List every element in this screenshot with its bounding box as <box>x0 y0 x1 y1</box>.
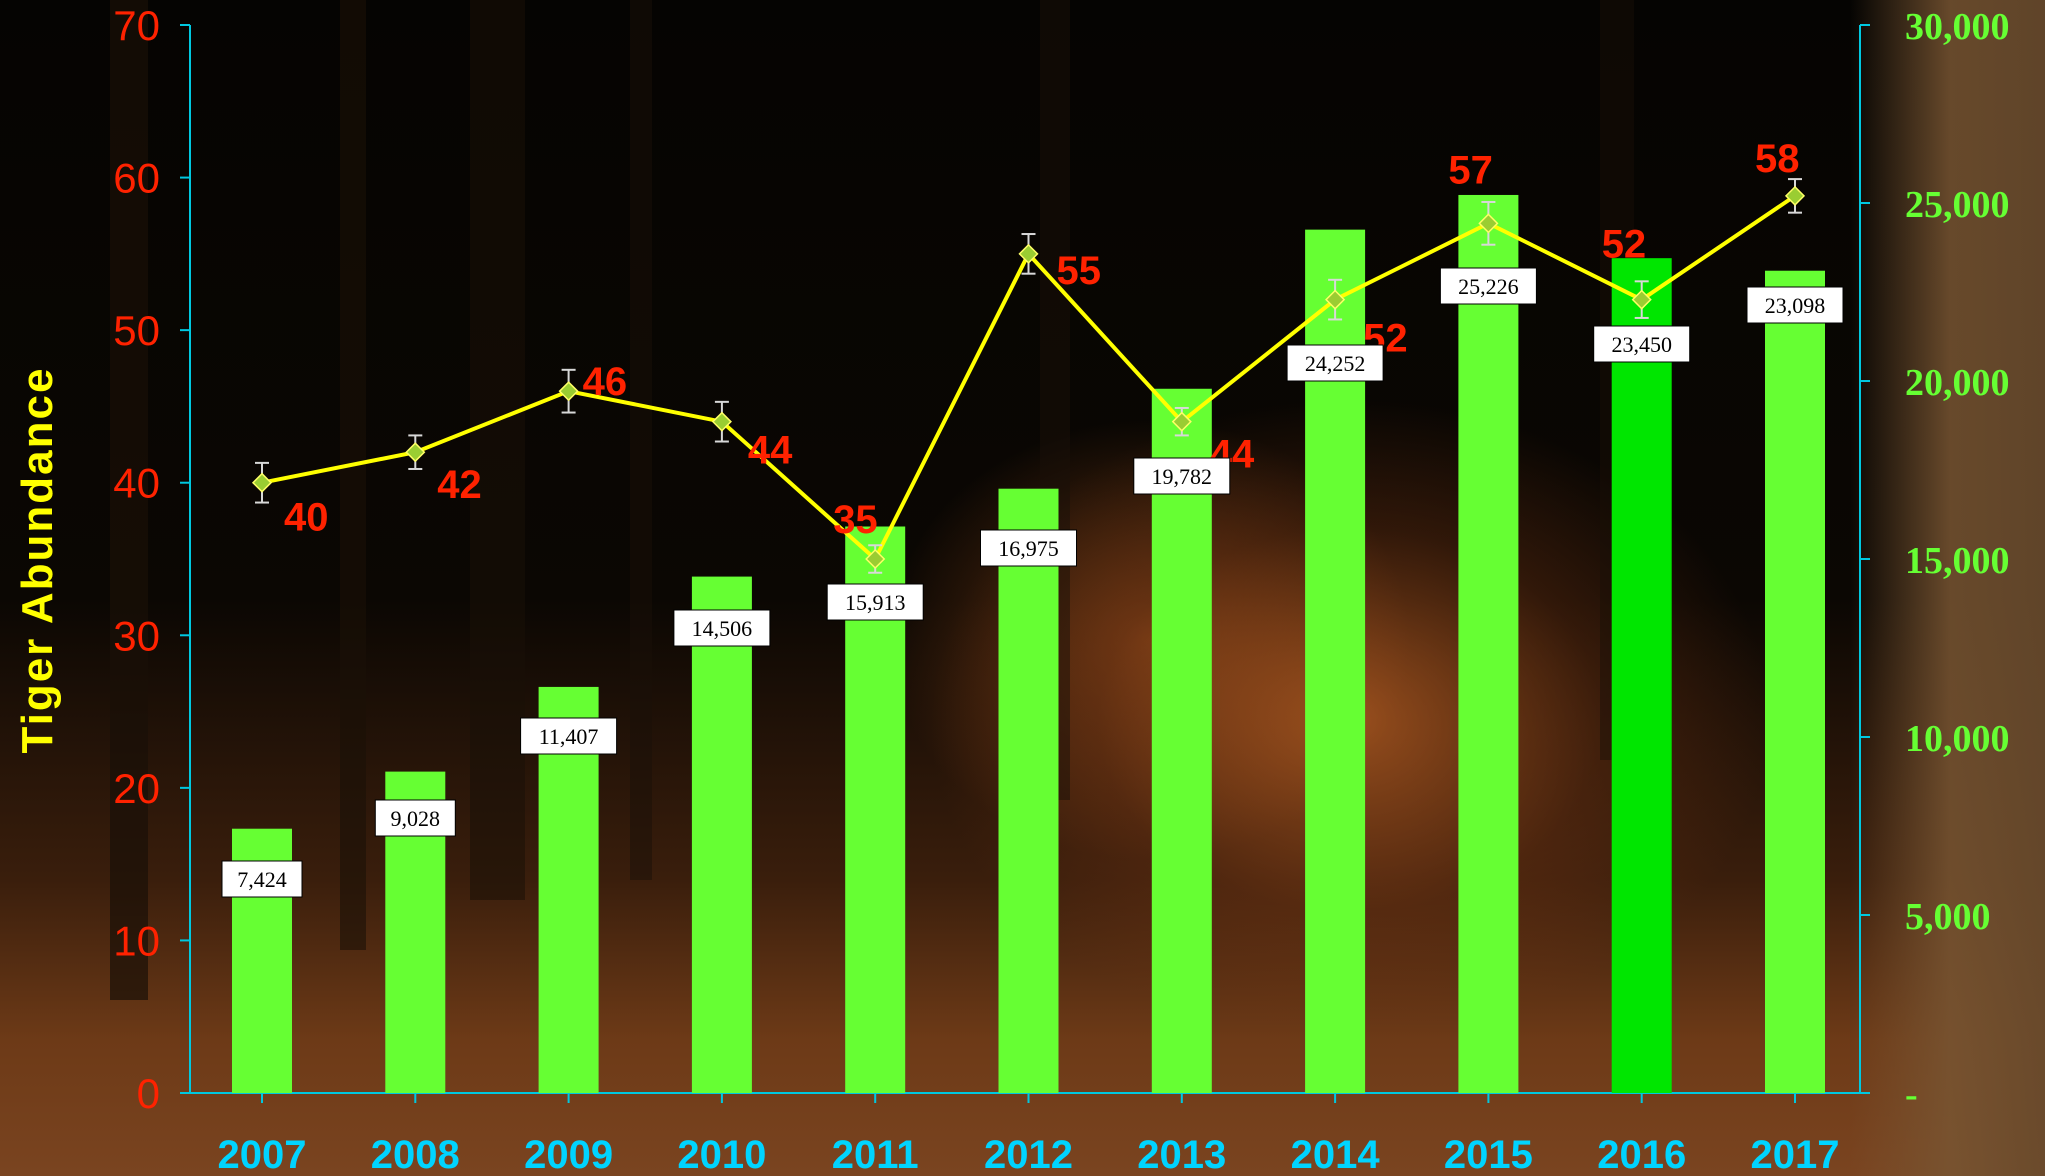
left-tick-label: 50 <box>113 307 160 354</box>
x-tick-label: 2009 <box>524 1133 613 1176</box>
bar-value-label: 7,424 <box>237 867 287 892</box>
bar-value-label: 11,407 <box>539 724 599 749</box>
line-marker <box>1171 411 1192 432</box>
bar-value-box <box>980 529 1077 567</box>
left-tick-label: 30 <box>113 612 160 659</box>
right-tick-label: - <box>1905 1074 1918 1116</box>
right-tick-label: 5,000 <box>1905 896 1991 938</box>
bar-value-box <box>1133 457 1231 495</box>
bar-value-box <box>1439 267 1537 305</box>
right-tick-label: 30,000 <box>1905 6 2010 48</box>
left-tick-label: 0 <box>137 1070 160 1117</box>
bar <box>691 576 752 1093</box>
x-tick-label: 2014 <box>1291 1133 1381 1176</box>
bar <box>1458 194 1519 1093</box>
abundance-label: 40 <box>284 496 329 540</box>
bar-value-label: 23,098 <box>1765 293 1826 318</box>
bar-value-label: 24,252 <box>1305 351 1366 376</box>
line-marker <box>711 411 732 432</box>
left-tick-label: 20 <box>113 765 160 812</box>
bar-value-box <box>1286 344 1384 382</box>
x-tick-label: 2008 <box>371 1133 460 1176</box>
line-marker <box>865 548 886 570</box>
left-tick-label: 10 <box>113 917 160 964</box>
right-tick-label: 10,000 <box>1905 718 2010 760</box>
line-marker <box>1018 243 1039 264</box>
line-marker <box>1478 213 1499 234</box>
bar-value-box <box>221 860 303 898</box>
line-marker <box>1631 289 1652 310</box>
y-axis-title: Tiger Abundance <box>13 367 62 754</box>
bar <box>1611 258 1672 1093</box>
bar-value-label: 16,975 <box>998 536 1059 561</box>
bar <box>1151 388 1212 1093</box>
left-tick-label: 60 <box>113 155 160 202</box>
x-tick-label: 2013 <box>1137 1133 1226 1176</box>
x-tick-label: 2011 <box>832 1133 919 1176</box>
axes: 0 10 20 30 40 50 60 70 - 5,000 10,000 15,000 20,000 2… <box>13 2 2010 1176</box>
bar-value-label: 15,913 <box>845 590 906 615</box>
bar-value-box <box>520 717 618 755</box>
bar-value-box <box>673 609 771 647</box>
abundance-label: 42 <box>437 463 482 507</box>
bar-value-box <box>374 799 456 837</box>
right-tick-label: 25,000 <box>1905 184 2010 226</box>
line-layer <box>251 178 1806 574</box>
bar-value-label: 23,450 <box>1611 332 1672 357</box>
bar <box>538 686 599 1093</box>
abundance-label: 35 <box>833 498 878 542</box>
bar-value-box <box>826 583 924 621</box>
bar <box>1765 270 1825 1094</box>
x-tick-label: 2016 <box>1597 1133 1686 1176</box>
x-tick-label: 2007 <box>218 1133 307 1176</box>
abundance-label: 44 <box>748 429 793 473</box>
x-tick-label: 2010 <box>677 1133 766 1176</box>
x-tick-label: 2015 <box>1444 1133 1533 1176</box>
abundance-label: 57 <box>1448 148 1493 192</box>
bar-value-label: 9,028 <box>391 806 441 831</box>
line-marker <box>1784 185 1806 206</box>
line-marker <box>1325 289 1346 310</box>
bar-value-label: 19,782 <box>1152 464 1213 489</box>
abundance-label: 58 <box>1755 137 1800 181</box>
line-marker <box>251 472 273 493</box>
line-marker <box>558 381 579 402</box>
bar <box>998 488 1059 1093</box>
right-tick-label: 15,000 <box>1905 540 2010 582</box>
bar-value-box <box>1746 286 1844 324</box>
abundance-label: 52 <box>1602 223 1647 267</box>
right-tick-label: 20,000 <box>1905 362 2010 404</box>
bar <box>845 526 906 1093</box>
bar-value-label: 25,226 <box>1458 274 1519 299</box>
abundance-label: 55 <box>1057 249 1102 293</box>
abundance-label: 46 <box>583 360 628 404</box>
x-tick-label: 2017 <box>1751 1133 1840 1176</box>
left-tick-label: 40 <box>113 460 160 507</box>
x-tick-label: 2012 <box>984 1133 1073 1176</box>
labels-layer: 40424644355544525752587,4249,02811,40714… <box>221 137 1844 898</box>
left-tick-label: 70 <box>113 2 160 49</box>
line-marker <box>405 442 426 463</box>
bar-value-box <box>1593 325 1691 363</box>
bar-value-label: 14,506 <box>692 616 753 641</box>
